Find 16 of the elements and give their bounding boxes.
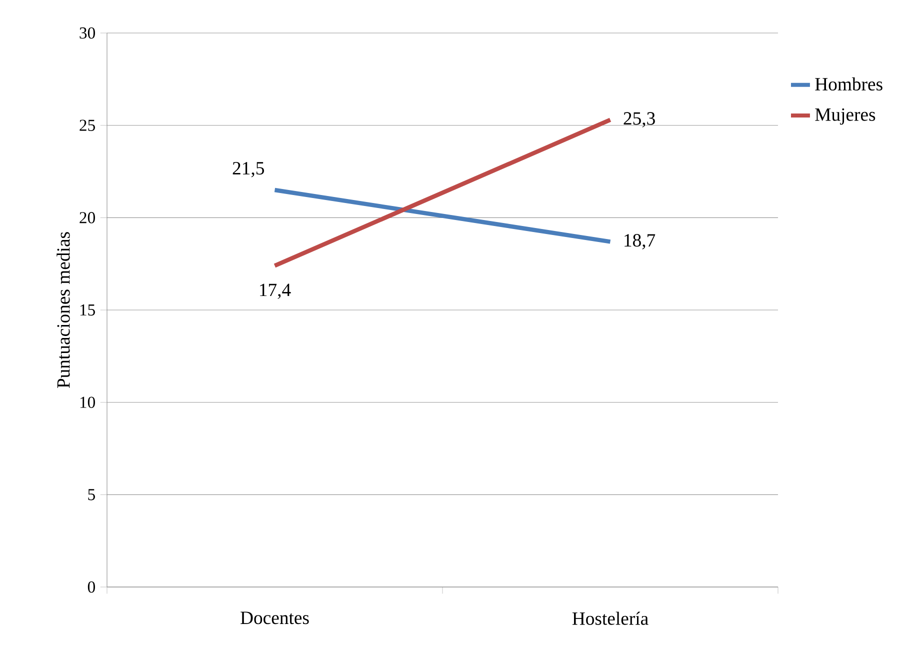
data-label: 17,4 [260, 284, 291, 299]
y-axis-title: Puntuaciones medias [56, 232, 70, 388]
y-tick-label: 0 [88, 581, 95, 593]
data-label: 18,7 [624, 234, 656, 250]
data-label: 25,3 [624, 112, 655, 128]
y-tick-label: 5 [88, 489, 95, 500]
y-tick-label: 10 [80, 396, 95, 408]
y-tick-label: 20 [80, 212, 95, 224]
legend-label: Hombres [815, 77, 882, 91]
legend-label: Mujeres [815, 108, 876, 125]
y-tick-label: 25 [80, 120, 95, 131]
data-label: 21,5 [232, 162, 264, 178]
y-tick-label: 15 [80, 304, 95, 316]
x-tick-label: Docentes [240, 612, 309, 624]
y-tick-label: 30 [80, 27, 95, 39]
x-tick-label: Hostelería [572, 612, 648, 625]
